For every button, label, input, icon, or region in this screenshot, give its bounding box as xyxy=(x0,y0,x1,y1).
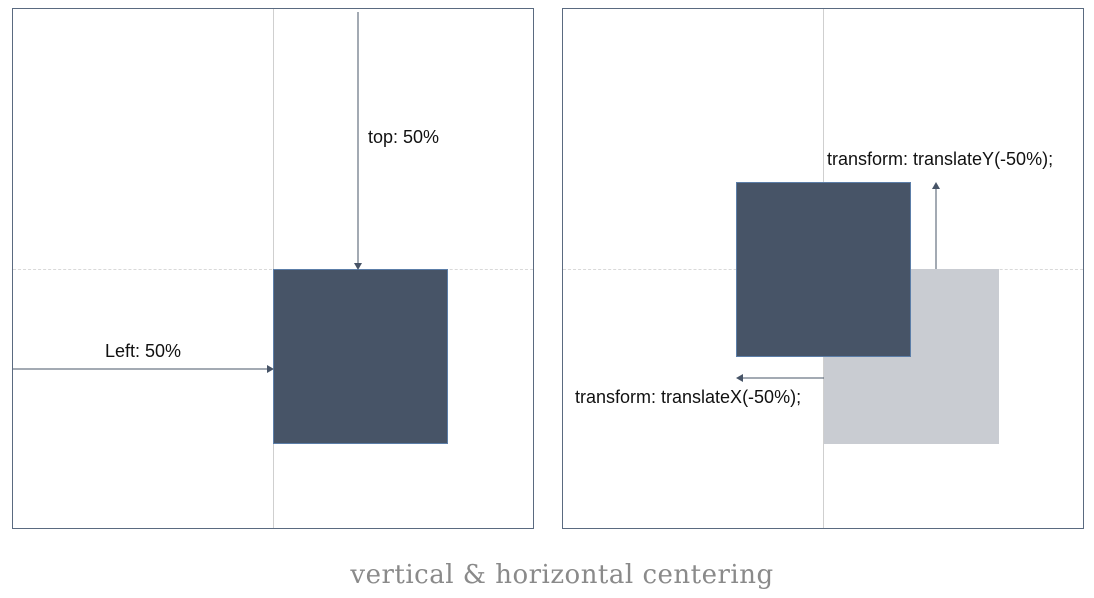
translate-x-arrow xyxy=(736,374,824,382)
vertical-center-guide xyxy=(273,9,274,528)
left-diagram-panel: top: 50% Left: 50% xyxy=(12,8,534,529)
right-diagram-panel: transform: translateY(-50%); transform: … xyxy=(562,8,1084,529)
positioned-box xyxy=(273,269,448,444)
translated-box xyxy=(736,182,911,357)
translate-x-label: transform: translateX(-50%); xyxy=(575,387,802,407)
translate-y-arrow xyxy=(932,182,940,269)
left-arrow xyxy=(13,365,274,373)
diagram-caption: vertical & horizontal centering xyxy=(350,560,774,590)
translate-y-label: transform: translateY(-50%); xyxy=(827,149,1054,169)
top-50-label: top: 50% xyxy=(368,127,440,147)
left-50-label: Left: 50% xyxy=(105,341,182,361)
top-arrow xyxy=(354,12,362,270)
